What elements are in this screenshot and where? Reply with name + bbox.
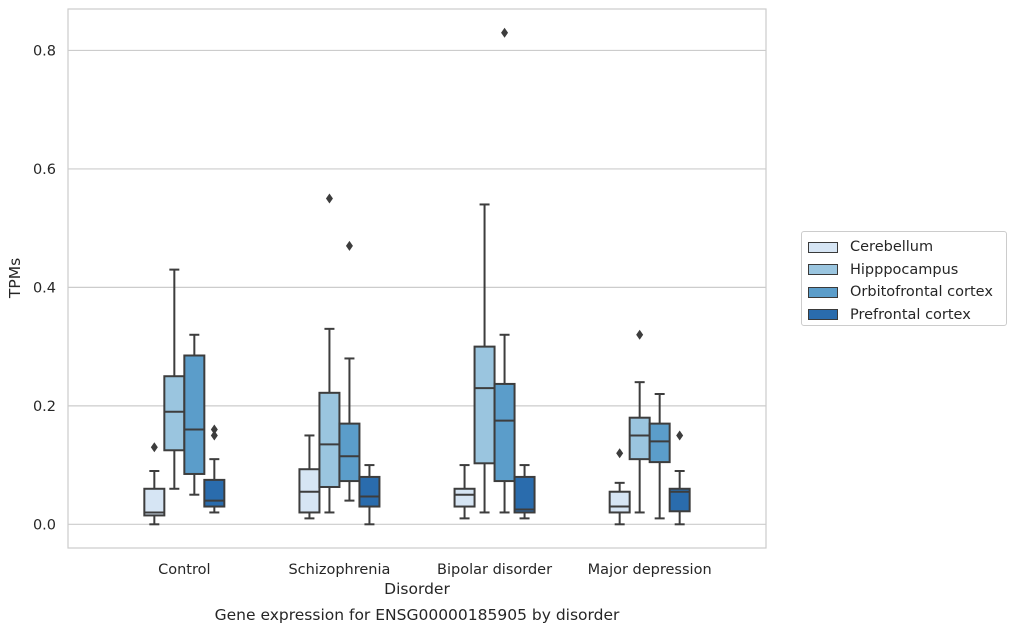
box-1-3 [628,329,651,514]
tick-labels: 0.0 0.2 0.4 0.6 0.8 Control Schizophrenia Bipol… [33,43,712,578]
box-body [668,487,691,513]
legend-label-orbitofrontal-cortex: Orbitofrontal cortex [850,284,993,301]
outlier-point [210,430,218,441]
box-0-3 [608,448,631,526]
box-body [338,422,361,483]
outlier-point [150,442,158,453]
box-3-1 [358,464,381,526]
box-1-2 [473,203,496,514]
y-axis-label: TPMs [6,258,24,299]
box-body [318,391,341,488]
y-tick-label: 0.4 [33,280,56,296]
box-body [513,475,536,514]
plot-area-frame [67,8,767,549]
y-tick-label: 0.0 [33,517,56,533]
box-2-0 [183,333,206,496]
box-body [493,382,516,483]
x-tick-label: Control [158,562,210,578]
legend-item-cerebellum: Cerebellum [808,236,1006,259]
box-body [608,490,631,514]
y-tick-label: 0.8 [33,43,56,59]
box-0-0 [143,442,166,526]
legend-item-prefrontal-cortex: Prefrontal cortex [808,304,1006,327]
chart-caption: Gene expression for ENSG00000185905 by d… [214,606,620,624]
box-2-2 [493,27,516,514]
y-tick-label: 0.6 [33,162,56,178]
outlier-point [636,329,644,340]
box-body [358,475,381,508]
legend: Cerebellum Hipppocampus Orbitofrontal co… [801,231,1007,326]
box-body [163,375,186,452]
box-body [143,487,166,517]
outlier-point [210,424,218,435]
outlier-point [345,240,353,251]
box-0-1 [298,434,321,520]
box-1-0 [163,268,186,490]
outlier-point [676,430,684,441]
box-body [183,354,206,475]
box-body [473,345,496,465]
box-body [203,478,226,508]
y-tick-label: 0.2 [33,399,56,415]
legend-swatch-hippocampus [808,264,838,276]
x-tick-label: Schizophrenia [288,562,390,578]
outlier-point [325,193,333,204]
box-2-3 [648,393,671,520]
legend-item-orbitofrontal-cortex: Orbitofrontal cortex [808,281,1006,304]
legend-swatch-prefrontal-cortex [808,309,838,321]
x-tick-label: Bipolar disorder [437,562,552,578]
legend-swatch-cerebellum [808,241,838,253]
box-layer [143,27,691,526]
box-body [648,422,671,464]
box-1-1 [318,193,341,514]
box-0-2 [453,464,476,520]
legend-item-hippocampus: Hipppocampus [808,259,1006,282]
x-tick-label: Major depression [588,562,712,578]
box-body [628,416,651,461]
legend-label-cerebellum: Cerebellum [850,239,934,256]
legend-swatch-orbitofrontal-cortex [808,286,838,298]
box-2-1 [338,240,361,502]
box-3-3 [668,430,691,526]
box-body [453,487,476,508]
box-3-0 [203,424,226,514]
outlier-point [616,448,624,459]
outlier-point [501,27,509,38]
x-axis-label: Disorder [384,580,450,598]
box-3-2 [513,464,536,520]
legend-label-hippocampus: Hipppocampus [850,261,959,278]
legend-label-prefrontal-cortex: Prefrontal cortex [850,306,971,323]
